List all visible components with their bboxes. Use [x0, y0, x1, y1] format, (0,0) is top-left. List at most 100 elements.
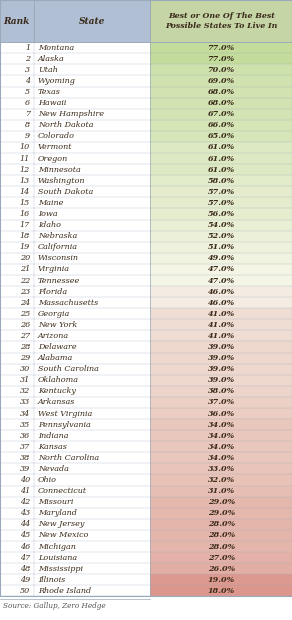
- Bar: [150, 197, 292, 208]
- Text: 4: 4: [25, 77, 30, 85]
- Bar: [0, 541, 150, 552]
- Text: 42: 42: [20, 498, 30, 506]
- Bar: [150, 108, 292, 120]
- Bar: [0, 264, 150, 275]
- Text: Washington: Washington: [38, 177, 86, 185]
- Text: 20: 20: [20, 254, 30, 262]
- Text: North Dakota: North Dakota: [38, 122, 93, 130]
- Text: 28.0%: 28.0%: [208, 531, 235, 539]
- Bar: [0, 120, 150, 131]
- Text: West Virginia: West Virginia: [38, 410, 92, 417]
- Bar: [150, 286, 292, 297]
- Text: 25: 25: [20, 310, 30, 318]
- Bar: [150, 153, 292, 164]
- Bar: [150, 97, 292, 108]
- Bar: [0, 552, 150, 563]
- Text: 40: 40: [20, 476, 30, 484]
- Bar: [150, 131, 292, 142]
- Text: 77.0%: 77.0%: [208, 55, 235, 63]
- Bar: [150, 430, 292, 441]
- Bar: [0, 108, 150, 120]
- Text: Arizona: Arizona: [38, 332, 69, 340]
- Text: Delaware: Delaware: [38, 343, 77, 351]
- Text: 54.0%: 54.0%: [208, 221, 235, 229]
- Text: 2: 2: [25, 55, 30, 63]
- Text: 34.0%: 34.0%: [208, 454, 235, 462]
- Text: 22: 22: [20, 277, 30, 285]
- Text: 77.0%: 77.0%: [208, 43, 235, 51]
- Text: 47: 47: [20, 554, 30, 562]
- Bar: [0, 164, 150, 175]
- Bar: [150, 76, 292, 87]
- Bar: [0, 563, 150, 574]
- Bar: [150, 353, 292, 364]
- Text: 10: 10: [20, 143, 30, 151]
- Bar: [0, 574, 150, 585]
- Text: Arkansas: Arkansas: [38, 399, 75, 407]
- Text: 6: 6: [25, 99, 30, 107]
- Text: Source: Gallup, Zero Hedge: Source: Gallup, Zero Hedge: [3, 603, 105, 610]
- Text: 7: 7: [25, 110, 30, 118]
- Text: Tennessee: Tennessee: [38, 277, 80, 285]
- Text: 39: 39: [20, 465, 30, 473]
- Text: 21: 21: [20, 265, 30, 273]
- Bar: [150, 408, 292, 419]
- Bar: [150, 186, 292, 197]
- Text: 68.0%: 68.0%: [208, 88, 235, 96]
- Text: 27.0%: 27.0%: [208, 554, 235, 562]
- Text: 38.0%: 38.0%: [208, 388, 235, 396]
- Bar: [150, 164, 292, 175]
- Text: Indiana: Indiana: [38, 432, 68, 440]
- Bar: [150, 264, 292, 275]
- Text: Rank: Rank: [4, 17, 30, 25]
- Text: 36.0%: 36.0%: [208, 410, 235, 417]
- Text: Minnesota: Minnesota: [38, 166, 81, 174]
- Bar: [0, 308, 150, 319]
- Text: 32.0%: 32.0%: [208, 476, 235, 484]
- Text: Maryland: Maryland: [38, 509, 77, 517]
- Bar: [150, 441, 292, 453]
- Text: 33: 33: [20, 399, 30, 407]
- Bar: [150, 253, 292, 264]
- Text: Pennsylvania: Pennsylvania: [38, 420, 91, 428]
- Text: Florida: Florida: [38, 288, 67, 296]
- Bar: [0, 374, 150, 386]
- Bar: [150, 297, 292, 308]
- Text: 47.0%: 47.0%: [208, 277, 235, 285]
- Bar: [0, 175, 150, 186]
- Text: South Carolina: South Carolina: [38, 365, 99, 373]
- Text: 19.0%: 19.0%: [208, 576, 235, 584]
- Bar: [150, 275, 292, 286]
- Bar: [150, 319, 292, 330]
- Text: 35: 35: [20, 420, 30, 428]
- Text: Texas: Texas: [38, 88, 61, 96]
- Text: 9: 9: [25, 133, 30, 140]
- Text: 51.0%: 51.0%: [208, 243, 235, 251]
- Text: 14: 14: [20, 188, 30, 196]
- Text: 46: 46: [20, 542, 30, 551]
- Bar: [150, 87, 292, 97]
- Bar: [0, 197, 150, 208]
- Text: 49: 49: [20, 576, 30, 584]
- Bar: [0, 153, 150, 164]
- Text: 68.0%: 68.0%: [208, 99, 235, 107]
- Text: 11: 11: [20, 154, 30, 162]
- Bar: [150, 142, 292, 153]
- Text: 46.0%: 46.0%: [208, 288, 235, 296]
- Text: 39.0%: 39.0%: [208, 343, 235, 351]
- Text: 23: 23: [20, 288, 30, 296]
- Text: 34: 34: [20, 410, 30, 417]
- Text: 28.0%: 28.0%: [208, 520, 235, 528]
- Bar: [150, 519, 292, 530]
- Bar: [150, 474, 292, 485]
- Text: 8: 8: [25, 122, 30, 130]
- Text: 37: 37: [20, 443, 30, 451]
- Text: 41.0%: 41.0%: [208, 310, 235, 318]
- Bar: [150, 342, 292, 353]
- Text: 26: 26: [20, 321, 30, 329]
- Bar: [150, 231, 292, 242]
- Bar: [0, 76, 150, 87]
- Text: 27: 27: [20, 332, 30, 340]
- Text: 34.0%: 34.0%: [208, 443, 235, 451]
- Bar: [0, 453, 150, 463]
